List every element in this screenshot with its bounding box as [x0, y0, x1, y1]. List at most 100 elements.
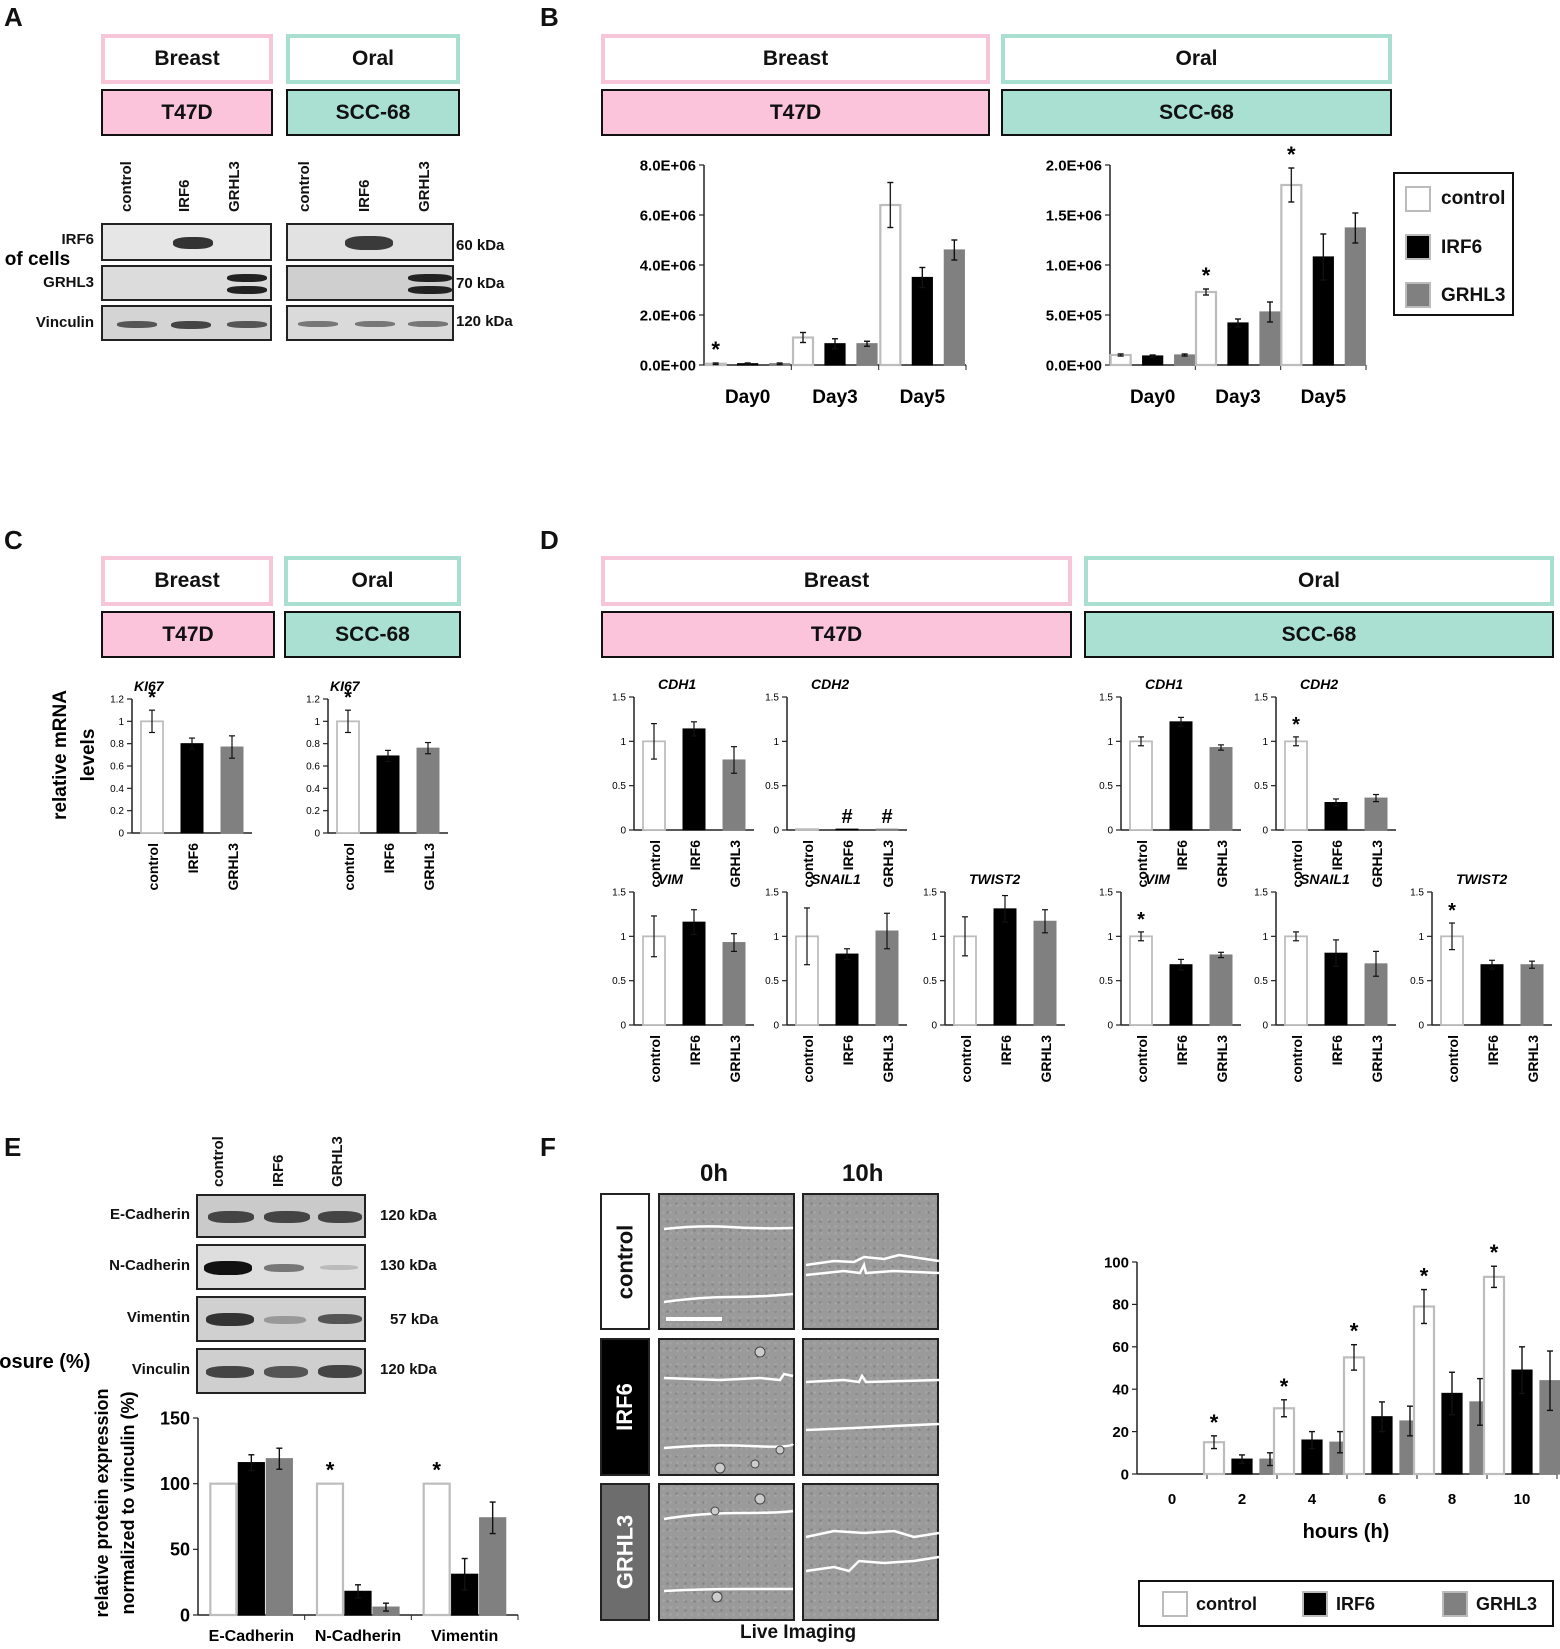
y-tick-label: 0 [314, 829, 320, 840]
a-t47d-header: T47D [101, 89, 273, 136]
x-tick-label: 6 [1378, 1491, 1386, 1508]
c-t47d-header: T47D [101, 611, 275, 658]
y-tick-label: 60 [1112, 1339, 1129, 1356]
y-axis-label: Wound closure (%) [0, 1351, 90, 1373]
y-tick-label: 1.2 [306, 695, 320, 706]
y-tick-label: 0 [1418, 1021, 1424, 1032]
e-blot-ncad [196, 1244, 366, 1290]
x-tick-label: 8 [1448, 1491, 1456, 1508]
x-tick-label: IRF6 [1329, 840, 1345, 871]
y-tick-label: 1.5 [765, 693, 779, 704]
f-micro-irf6-0h [658, 1338, 795, 1476]
y-tick-label: 1 [1107, 932, 1113, 943]
y-tick-label: 0 [1107, 826, 1113, 837]
chart-title: TWIST2 [1456, 871, 1508, 887]
chart-title: CDH1 [1145, 676, 1183, 692]
annotation: * [711, 337, 720, 362]
annotation: * [148, 687, 156, 709]
bar-IRF6-E-Cadherin [237, 1462, 265, 1616]
panel-label-c: C [4, 525, 23, 555]
e-kda-ncad: 130 kDa [380, 1257, 437, 1274]
x-tick-label: IRF6 [687, 1035, 703, 1066]
y-tick-label: 0 [118, 829, 124, 840]
y-tick-label: 0 [620, 1021, 626, 1032]
y-tick-label: 6.0E+06 [640, 207, 696, 224]
y-tick-label: 0.8 [110, 739, 124, 750]
bar-GRHL3 [875, 828, 899, 831]
e-blot-vinculin [196, 1348, 366, 1394]
a-kda-60: 60 kDa [456, 237, 505, 254]
f-legend: control IRF6 GRHL3 [1138, 1580, 1554, 1627]
a-blot-irf6-breast [101, 223, 272, 261]
x-tick-label: IRF6 [185, 843, 201, 874]
y-tick-label: 0 [1121, 1466, 1129, 1483]
x-tick-label: GRHL3 [880, 1035, 896, 1083]
y-tick-label: 0 [1262, 1021, 1268, 1032]
annotation: * [326, 1458, 335, 1483]
y-tick-label: 1 [1262, 737, 1268, 748]
x-tick-label: 0 [1168, 1491, 1176, 1508]
e-kda-ecad: 120 kDa [380, 1207, 437, 1224]
x-tick-label: Day0 [725, 387, 770, 408]
y-tick-label: 1 [773, 932, 779, 943]
x-tick-label: GRHL3 [1038, 1035, 1054, 1083]
y-tick-label: 0.5 [765, 976, 779, 987]
y-tick-label: 1.5 [612, 888, 626, 899]
y-tick-label: 1.5 [1254, 888, 1268, 899]
chart-title: CDH1 [658, 676, 696, 692]
legend-label-irf6: IRF6 [1441, 237, 1483, 258]
y-axis-label: normalized to vinculin (%) [118, 1391, 138, 1614]
x-tick-label: GRHL3 [1214, 1035, 1230, 1083]
f-micro-grhl3-10h [802, 1483, 940, 1621]
bar-GRHL3-E-Cadherin [265, 1458, 293, 1616]
chart-title: VIM [658, 871, 683, 887]
annotation: * [1210, 1410, 1219, 1435]
a-blot-vinculin-breast [101, 305, 272, 341]
f-cond-grhl3: GRHL3 [600, 1483, 650, 1621]
y-tick-label: 150 [160, 1408, 190, 1428]
y-tick-label: 80 [1112, 1297, 1129, 1314]
legend-swatch-irf6 [1405, 234, 1431, 260]
d-scc68-header: SCC-68 [1084, 611, 1554, 658]
x-tick-label: control [1445, 1035, 1461, 1082]
x-tick-label: control [1134, 1035, 1150, 1082]
a-kda-120: 120 kDa [456, 313, 513, 330]
legend-label-control: control [1441, 188, 1506, 209]
y-tick-label: 0 [773, 826, 779, 837]
y-tick-label: 8.0E+06 [640, 157, 696, 174]
legend-swatch-control [1405, 186, 1431, 212]
y-tick-label: 0 [773, 1021, 779, 1032]
y-tick-label: 0 [1262, 826, 1268, 837]
y-tick-label: 1 [1418, 932, 1424, 943]
y-tick-label: 1.5 [765, 888, 779, 899]
y-tick-label: 50 [170, 1540, 190, 1560]
x-tick-label: 2 [1238, 1491, 1246, 1508]
x-tick-label: control [647, 1035, 663, 1082]
y-tick-label: 1 [314, 717, 320, 728]
y-tick-label: 20 [1112, 1424, 1129, 1441]
d-t47d-header: T47D [601, 611, 1072, 658]
x-tick-label: Day5 [1301, 387, 1347, 408]
a-blot-grhl3-oral [286, 265, 454, 301]
panel-label-e: E [4, 1132, 22, 1162]
a-blot-vinculin-oral [286, 305, 454, 341]
x-tick-label: IRF6 [1329, 1035, 1345, 1066]
e-row-ncad: N-Cadherin [109, 1257, 190, 1274]
y-tick-label: 1.5 [1099, 693, 1113, 704]
y-tick-label: 1 [620, 737, 626, 748]
b-oral-header: Oral [1001, 34, 1392, 84]
y-tick-label: 0.5 [612, 976, 626, 987]
annotation: * [1280, 1374, 1289, 1399]
y-tick-label: 0.5 [1254, 781, 1268, 792]
chart-title: VIM [1145, 871, 1170, 887]
bar-IRF6 [835, 828, 859, 831]
